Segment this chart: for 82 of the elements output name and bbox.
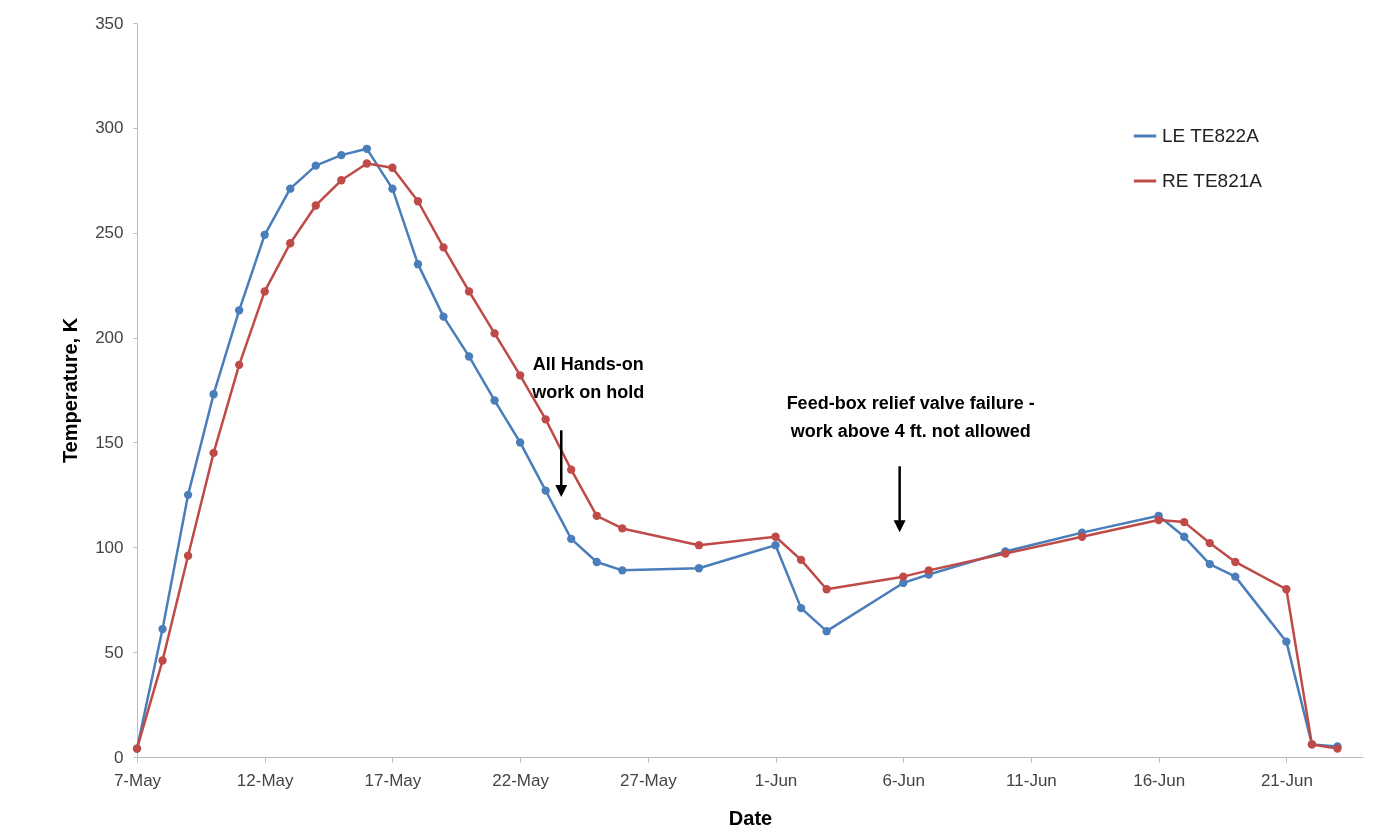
point [490, 396, 499, 405]
y-tick-label: 0 [114, 747, 124, 767]
point [567, 465, 576, 474]
x-tick-label: 6-Jun [882, 770, 926, 790]
point [286, 239, 295, 248]
point [694, 564, 704, 573]
point [567, 534, 576, 544]
point [260, 230, 269, 239]
point [899, 572, 908, 581]
point [796, 603, 806, 613]
point [388, 184, 397, 193]
point [1231, 557, 1240, 567]
x-tick-label: 22-May [492, 770, 550, 790]
x-tick-label: 12-May [236, 770, 295, 790]
point [1205, 559, 1214, 569]
point [439, 243, 448, 252]
point [464, 352, 474, 361]
x-tick-label: 21-Jun [1260, 770, 1313, 790]
point [515, 371, 525, 380]
point [541, 486, 550, 495]
point [209, 448, 218, 458]
point [337, 150, 346, 160]
y-tick-label: 350 [95, 13, 124, 33]
point [286, 184, 295, 193]
point [618, 566, 627, 575]
point [694, 541, 704, 550]
annotation: Feed-box relief valve failure - work above 4 ft. not allowed [786, 392, 1035, 441]
point [311, 161, 320, 170]
x-axis-title: Date [728, 806, 773, 829]
y-tick-label: 250 [95, 223, 124, 243]
y-tick-label: 150 [95, 432, 124, 452]
point [822, 585, 831, 594]
point [822, 627, 831, 636]
y-tick-label: 200 [95, 328, 124, 348]
point [260, 287, 269, 296]
point [183, 490, 193, 500]
point [337, 176, 346, 185]
legend-label: LE TE822A [1162, 125, 1260, 146]
point [1180, 517, 1189, 527]
point [1282, 585, 1291, 594]
point [234, 360, 244, 370]
point [464, 287, 474, 296]
point [439, 312, 448, 321]
point [1282, 637, 1291, 646]
point [592, 511, 601, 520]
point [592, 557, 601, 567]
x-tick-label: 17-May [364, 770, 422, 790]
x-tick-label: 7-May [113, 770, 162, 790]
y-tick-label: 50 [104, 642, 124, 662]
point [771, 532, 780, 541]
point [209, 390, 218, 399]
point [1205, 538, 1214, 548]
x-tick-label: 27-May [619, 770, 678, 790]
point [158, 624, 167, 634]
annotation: All Hands-on work on hold [531, 353, 645, 402]
point [1180, 532, 1189, 541]
legend-label: RE TE821A [1162, 170, 1263, 191]
point [618, 524, 627, 533]
point [183, 551, 193, 560]
point [158, 656, 167, 665]
point [1154, 515, 1163, 525]
point [362, 144, 372, 153]
point [362, 159, 372, 168]
point [413, 197, 423, 206]
point [311, 201, 320, 210]
x-tick-label: 11-Jun [1006, 770, 1057, 790]
point [234, 306, 244, 315]
point [1077, 532, 1087, 541]
point [490, 329, 499, 338]
y-tick-label: 100 [95, 537, 124, 557]
point [541, 415, 550, 424]
point [515, 438, 525, 447]
point [924, 566, 933, 575]
point [1231, 572, 1240, 581]
y-axis-title: Temperature, K [59, 317, 82, 464]
point [388, 163, 397, 172]
point [796, 555, 806, 565]
y-tick-label: 300 [95, 118, 124, 138]
x-tick-label: 16-Jun [1133, 770, 1186, 790]
x-tick-label: 1-Jun [754, 770, 798, 790]
point [771, 541, 780, 550]
point [413, 260, 423, 269]
